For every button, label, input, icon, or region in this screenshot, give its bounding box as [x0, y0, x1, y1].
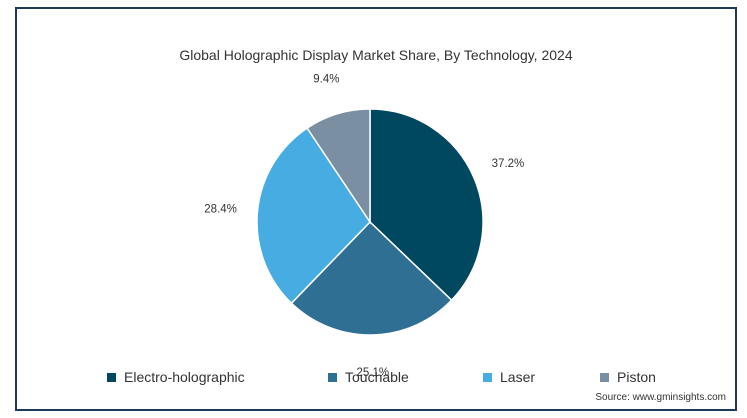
slice-label-touchable: 25.1% [357, 367, 390, 379]
legend-item-electro-holographic: Electro-holographic [107, 369, 245, 385]
legend-swatch [107, 372, 116, 382]
legend-label: Electro-holographic [124, 369, 245, 385]
legend-item-laser: Laser [483, 369, 535, 385]
chart-title: Global Holographic Display Market Share,… [179, 47, 573, 63]
legend-item-piston: Piston [600, 369, 656, 385]
slice-label-electro-holographic: 37.2% [492, 158, 525, 170]
slice-label-laser: 28.4% [204, 204, 237, 216]
pie-chart: 37.2% 25.1% 28.4% 9.4% [204, 73, 525, 379]
legend-label: Laser [500, 369, 536, 385]
legend-swatch [328, 372, 337, 382]
pie-slice-piston [306, 108, 371, 225]
legend-label: Touchable [345, 369, 409, 385]
source-note: Source: www.gminsights.com [595, 392, 726, 403]
pie-slice-electro-holographic [369, 108, 484, 302]
legend-item-touchable: Touchable [328, 369, 409, 385]
legend-swatch [483, 372, 492, 382]
chart-frame: Global Holographic Display Market Share,… [15, 7, 737, 411]
legend-label: Piston [617, 369, 656, 385]
slice-label-piston: 9.4% [313, 73, 339, 85]
pie-slice-laser [256, 127, 371, 305]
pie-slice-touchable [290, 220, 453, 336]
legend-swatch [600, 372, 609, 382]
legend: Electro-holographic Touchable Laser Piston [17, 369, 735, 391]
